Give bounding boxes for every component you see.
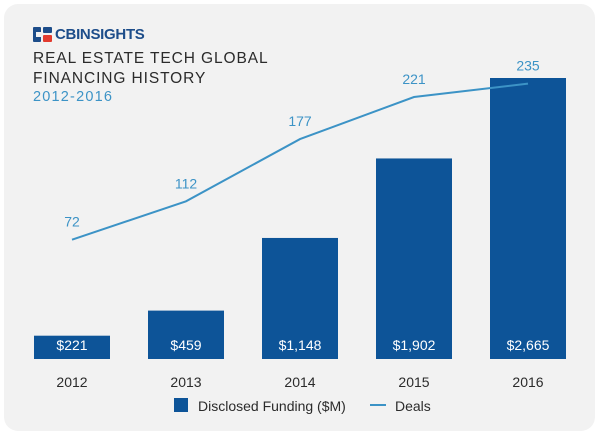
chart-title-line-1: REAL ESTATE TECH GLOBAL — [33, 50, 269, 67]
brand-logo: CBINSIGHTS — [33, 27, 145, 42]
funding-bar-label: $221 — [56, 337, 87, 353]
chart-title: REAL ESTATE TECH GLOBAL FINANCING HISTOR… — [33, 49, 268, 89]
x-axis-tick-label: 2015 — [398, 374, 429, 390]
funding-bar-2015 — [376, 158, 452, 359]
x-axis-tick-label: 2013 — [170, 374, 201, 390]
cbinsights-logo-icon — [33, 27, 52, 42]
deals-point-label: 72 — [64, 214, 80, 230]
deals-point-label: 177 — [288, 113, 312, 129]
funding-bar-label: $2,665 — [507, 337, 550, 353]
funding-bar-label: $1,148 — [279, 337, 322, 353]
legend-funding-label: Disclosed Funding ($M) — [198, 398, 346, 414]
deals-point-label: 112 — [175, 175, 198, 191]
funding-bar-2014 — [262, 237, 338, 359]
brand-name: CBINSIGHTS — [55, 26, 145, 43]
deals-point-label: 235 — [516, 58, 540, 74]
legend-funding-swatch — [174, 398, 188, 412]
chart-subtitle: 2012-2016 — [33, 89, 114, 105]
funding-bar-label: $459 — [170, 337, 201, 353]
chart-title-line-2: FINANCING HISTORY — [33, 70, 207, 87]
deals-line — [71, 82, 529, 241]
x-axis-tick-label: 2012 — [56, 374, 87, 390]
deals-point-label: 221 — [402, 71, 426, 87]
legend-deals-label: Deals — [395, 398, 431, 414]
funding-bar-2013 — [148, 310, 224, 359]
x-axis-tick-label: 2014 — [284, 374, 315, 390]
funding-bar-2012 — [34, 335, 110, 359]
funding-bar-label: $1,902 — [393, 337, 436, 353]
x-axis-tick-label: 2016 — [512, 374, 543, 390]
funding-bar-2016 — [490, 78, 566, 359]
